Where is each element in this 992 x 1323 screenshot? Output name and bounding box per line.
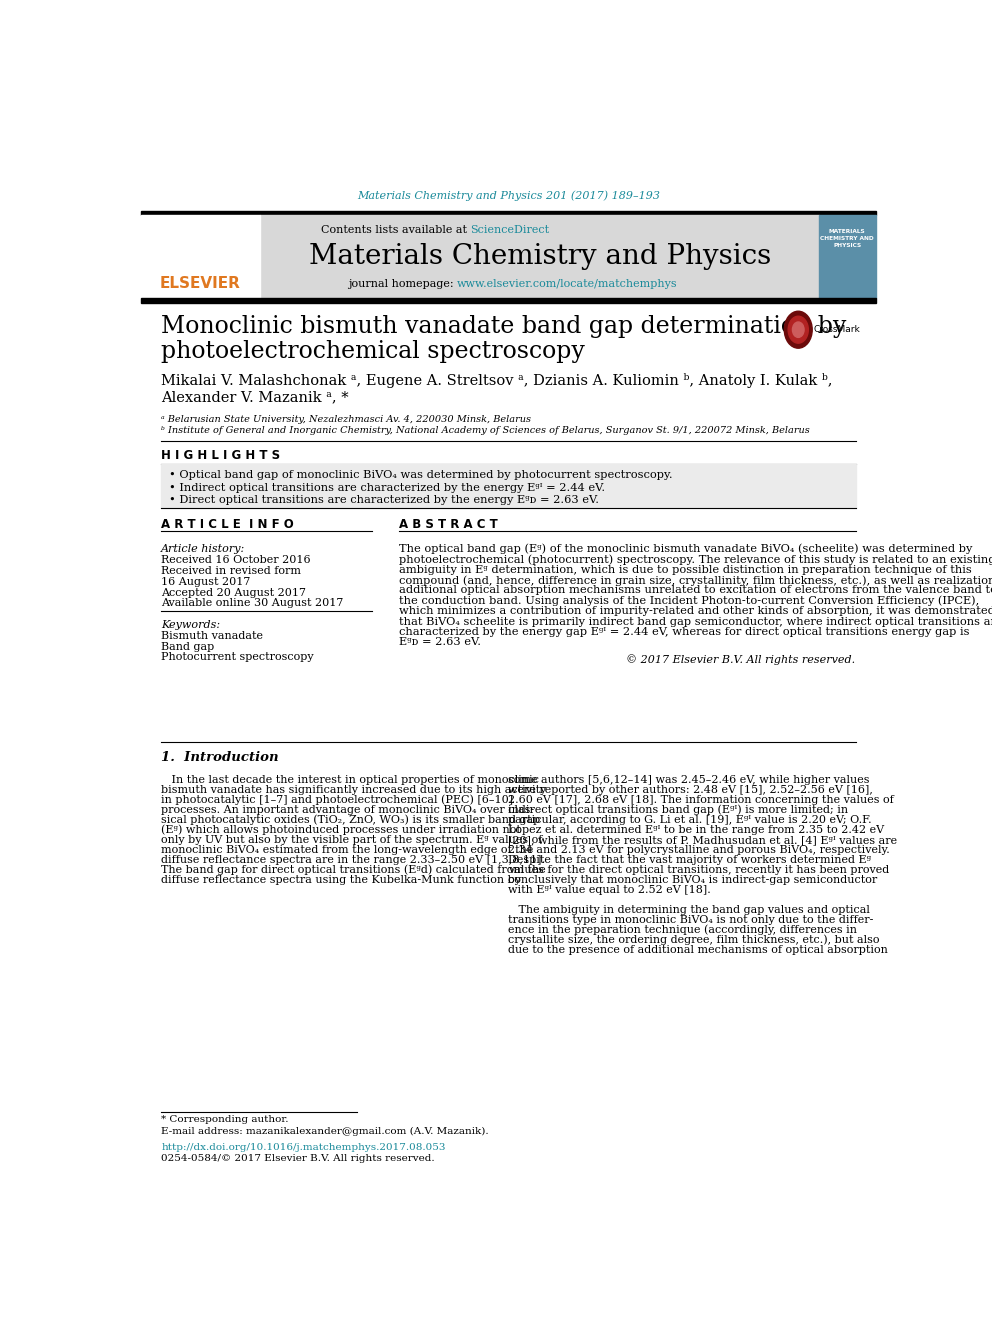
Bar (141, 212, 876, 214)
Text: Available online 30 August 2017: Available online 30 August 2017 (161, 598, 343, 609)
Text: A R T I C L E  I N F O: A R T I C L E I N F O (161, 519, 294, 531)
Text: due to the presence of additional mechanisms of optical absorption: due to the presence of additional mechan… (509, 945, 888, 955)
Text: diffuse reflectance spectra using the Kubelka-Munk function by: diffuse reflectance spectra using the Ku… (161, 875, 521, 885)
Text: Article history:: Article history: (161, 544, 245, 554)
Text: • Optical band gap of monoclinic BiVO₄ was determined by photocurrent spectrosco: • Optical band gap of monoclinic BiVO₄ w… (169, 470, 673, 480)
Text: 2.34 and 2.13 eV for polycrystalline and porous BiVO₄, respectively.: 2.34 and 2.13 eV for polycrystalline and… (509, 845, 890, 855)
Text: journal homepage:: journal homepage: (348, 279, 457, 290)
Text: A B S T R A C T: A B S T R A C T (399, 519, 498, 531)
Ellipse shape (789, 316, 808, 343)
Text: Received 16 October 2016: Received 16 October 2016 (161, 556, 310, 565)
Text: the conduction band. Using analysis of the Incident Photon-to-current Conversion: the conduction band. Using analysis of t… (399, 595, 979, 606)
Text: * Corresponding author.: * Corresponding author. (161, 1115, 289, 1125)
Text: some authors [5,6,12–14] was 2.45–2.46 eV, while higher values: some authors [5,6,12–14] was 2.45–2.46 e… (509, 775, 870, 785)
Text: Photocurrent spectroscopy: Photocurrent spectroscopy (161, 652, 313, 663)
Text: values for the direct optical transitions, recently it has been proved: values for the direct optical transition… (509, 865, 890, 875)
Text: The band gap for direct optical transitions (Eᵍd) calculated from the: The band gap for direct optical transiti… (161, 865, 546, 876)
Text: CrossMark: CrossMark (813, 325, 860, 335)
Text: 16 August 2017: 16 August 2017 (161, 577, 251, 587)
Text: Keywords:: Keywords: (161, 620, 220, 630)
Bar (141, 298, 876, 303)
Text: particular, according to G. Li et al. [19], Eᵍᴵ value is 2.20 eV; O.F.: particular, according to G. Li et al. [1… (509, 815, 872, 824)
Text: that BiVO₄ scheelite is primarily indirect band gap semiconductor, where indirec: that BiVO₄ scheelite is primarily indire… (399, 617, 992, 627)
Text: indirect optical transitions band gap (Eᵍᴵ) is more limited; in: indirect optical transitions band gap (E… (509, 804, 848, 815)
Bar (819, 214, 876, 298)
Text: ScienceDirect: ScienceDirect (470, 225, 550, 235)
Text: ELSEVIER: ELSEVIER (160, 277, 240, 291)
Text: The optical band gap (Eᵍ) of the monoclinic bismuth vanadate BiVO₄ (scheelite) w: The optical band gap (Eᵍ) of the monocli… (399, 544, 972, 554)
Text: • Direct optical transitions are characterized by the energy Eᵍᴅ = 2.63 eV.: • Direct optical transitions are charact… (169, 495, 599, 505)
Text: diffuse reflectance spectra are in the range 2.33–2.50 eV [1,3,8,11].: diffuse reflectance spectra are in the r… (161, 855, 546, 865)
Text: (Eᵍ) which allows photoinduced processes under irradiation not: (Eᵍ) which allows photoinduced processes… (161, 824, 521, 835)
Text: sical photocatalytic oxides (TiO₂, ZnO, WO₃) is its smaller band gap: sical photocatalytic oxides (TiO₂, ZnO, … (161, 815, 541, 826)
Text: photoelectrochemical (photocurrent) spectroscopy. The relevance of this study is: photoelectrochemical (photocurrent) spec… (399, 554, 992, 565)
Text: bismuth vanadate has significantly increased due to its high activity: bismuth vanadate has significantly incre… (161, 785, 547, 795)
Text: Monoclinic bismuth vanadate band gap determination by: Monoclinic bismuth vanadate band gap det… (161, 315, 846, 339)
Text: Band gap: Band gap (161, 642, 214, 651)
Text: monoclinic BiVO₄ estimated from the long-wavelength edge of the: monoclinic BiVO₄ estimated from the long… (161, 845, 534, 855)
Bar (141, 214, 260, 298)
Ellipse shape (785, 311, 812, 348)
Text: conclusively that monoclinic BiVO₄ is indirect-gap semiconductor: conclusively that monoclinic BiVO₄ is in… (509, 875, 878, 885)
Text: www.elsevier.com/locate/matchemphys: www.elsevier.com/locate/matchemphys (457, 279, 678, 290)
Text: compound (and, hence, difference in grain size, crystallinity, film thickness, e: compound (and, hence, difference in grai… (399, 576, 992, 586)
Text: The ambiguity in determining the band gap values and optical: The ambiguity in determining the band ga… (509, 905, 870, 916)
Text: ambiguity in Eᵍ determination, which is due to possible distinction in preparati: ambiguity in Eᵍ determination, which is … (399, 565, 972, 574)
Text: characterized by the energy gap Eᵍᴵ = 2.44 eV, whereas for direct optical transi: characterized by the energy gap Eᵍᴵ = 2.… (399, 627, 969, 636)
Text: Lopez et al. determined Eᵍᴵ to be in the range from 2.35 to 2.42 eV: Lopez et al. determined Eᵍᴵ to be in the… (509, 824, 885, 835)
Text: Mikalai V. Malashchonak ᵃ, Eugene A. Streltsov ᵃ, Dzianis A. Kuliomin ᵇ, Anatoly: Mikalai V. Malashchonak ᵃ, Eugene A. Str… (161, 373, 832, 388)
Text: photoelectrochemical spectroscopy: photoelectrochemical spectroscopy (161, 340, 585, 363)
Text: Materials Chemistry and Physics: Materials Chemistry and Physics (310, 243, 772, 270)
Text: with Eᵍᴵ value equal to 2.52 eV [18].: with Eᵍᴵ value equal to 2.52 eV [18]. (509, 885, 711, 894)
Text: Bismuth vanadate: Bismuth vanadate (161, 631, 263, 640)
Text: were reported by other authors: 2.48 eV [15], 2.52–2.56 eV [16],: were reported by other authors: 2.48 eV … (509, 785, 873, 795)
Text: © 2017 Elsevier B.V. All rights reserved.: © 2017 Elsevier B.V. All rights reserved… (627, 654, 855, 664)
Text: In the last decade the interest in optical properties of monoclinic: In the last decade the interest in optic… (161, 775, 540, 785)
Text: ence in the preparation technique (accordingly, differences in: ence in the preparation technique (accor… (509, 925, 857, 935)
Text: ᵃ Belarusian State University, Nezalezhmasci Av. 4, 220030 Minsk, Belarus: ᵃ Belarusian State University, Nezalezhm… (161, 414, 531, 423)
Text: Materials Chemistry and Physics 201 (2017) 189–193: Materials Chemistry and Physics 201 (201… (357, 191, 660, 201)
Text: H I G H L I G H T S: H I G H L I G H T S (161, 448, 281, 462)
Text: in photocatalytic [1–7] and photoelectrochemical (PEC) [6–10]: in photocatalytic [1–7] and photoelectro… (161, 795, 513, 806)
Text: 0254-0584/© 2017 Elsevier B.V. All rights reserved.: 0254-0584/© 2017 Elsevier B.V. All right… (161, 1155, 434, 1163)
Bar (260, 214, 819, 298)
Text: Contents lists available at: Contents lists available at (321, 225, 470, 235)
Text: Accepted 20 August 2017: Accepted 20 August 2017 (161, 587, 307, 598)
Text: Despite the fact that the vast majority of workers determined Eᵍ: Despite the fact that the vast majority … (509, 855, 872, 865)
Text: [20], while from the results of P. Madhusudan et al. [4] Eᵍᴵ values are: [20], while from the results of P. Madhu… (509, 835, 898, 845)
Ellipse shape (793, 321, 805, 337)
Text: crystallite size, the ordering degree, film thickness, etc.), but also: crystallite size, the ordering degree, f… (509, 935, 880, 946)
Bar (161, 463, 855, 508)
Text: additional optical absorption mechanisms unrelated to excitation of electrons fr: additional optical absorption mechanisms… (399, 585, 992, 595)
Text: Received in revised form: Received in revised form (161, 566, 302, 576)
Text: processes. An important advantage of monoclinic BiVO₄ over clas-: processes. An important advantage of mon… (161, 804, 535, 815)
Text: Eᵍᴅ = 2.63 eV.: Eᵍᴅ = 2.63 eV. (399, 638, 481, 647)
Text: which minimizes a contribution of impurity-related and other kinds of absorption: which minimizes a contribution of impuri… (399, 606, 992, 617)
Text: ᵇ Institute of General and Inorganic Chemistry, National Academy of Sciences of : ᵇ Institute of General and Inorganic Che… (161, 426, 809, 435)
Text: • Indirect optical transitions are characterized by the energy Eᵍᴵ = 2.44 eV.: • Indirect optical transitions are chara… (169, 483, 605, 492)
Text: Alexander V. Mazanik ᵃ, *: Alexander V. Mazanik ᵃ, * (161, 390, 349, 405)
Text: 2.60 eV [17], 2.68 eV [18]. The information concerning the values of: 2.60 eV [17], 2.68 eV [18]. The informat… (509, 795, 894, 804)
Text: only by UV but also by the visible part of the spectrum. Eᵍ values of: only by UV but also by the visible part … (161, 835, 543, 845)
Text: http://dx.doi.org/10.1016/j.matchemphys.2017.08.053: http://dx.doi.org/10.1016/j.matchemphys.… (161, 1143, 445, 1152)
Text: transitions type in monoclinic BiVO₄ is not only due to the differ-: transitions type in monoclinic BiVO₄ is … (509, 916, 874, 925)
Text: E-mail address: mazanikalexander@gmail.com (A.V. Mazanik).: E-mail address: mazanikalexander@gmail.c… (161, 1127, 489, 1136)
Text: 1.  Introduction: 1. Introduction (161, 751, 279, 765)
Text: MATERIALS
CHEMISTRY AND
PHYSICS: MATERIALS CHEMISTRY AND PHYSICS (820, 229, 874, 247)
